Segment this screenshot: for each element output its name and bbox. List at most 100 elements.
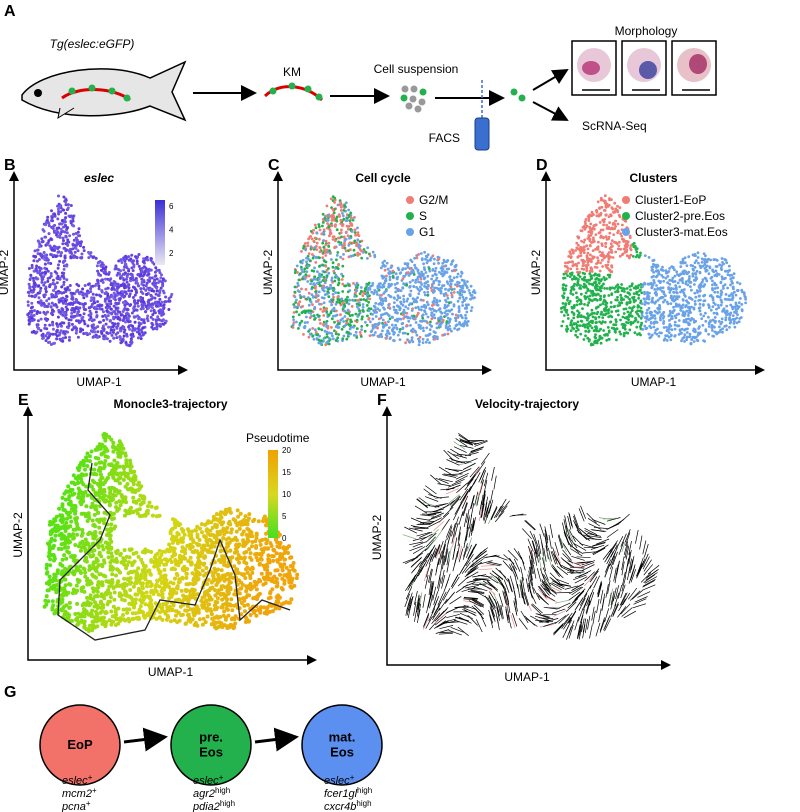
cell-point (419, 277, 423, 281)
cell-point (733, 310, 736, 314)
cell-point (697, 299, 700, 302)
cell-point (68, 234, 72, 238)
cell-point (607, 227, 610, 231)
stage-label: Eos (199, 745, 223, 760)
cell-point (315, 231, 319, 235)
scrna-label: ScRNA-Seq (582, 119, 647, 133)
cell-point (434, 309, 438, 313)
cell-point (322, 314, 326, 317)
cell-point (581, 260, 585, 264)
cell-point (355, 318, 359, 322)
cell-point (692, 268, 695, 272)
cell-point (343, 241, 346, 245)
cell-point (340, 235, 343, 239)
cell-point (321, 224, 324, 228)
cell-point (439, 321, 442, 325)
cell-point (584, 316, 588, 320)
cell-point (160, 273, 163, 277)
cell-point (39, 299, 43, 303)
cell-point (653, 263, 657, 267)
cell-point (579, 284, 582, 288)
cell-point (85, 294, 89, 298)
colorbar-tick: 6 (169, 202, 174, 211)
cell-point (30, 294, 34, 298)
cell-point (337, 333, 340, 336)
cell-point (136, 330, 139, 334)
cell-point (698, 289, 702, 293)
cell-point (613, 329, 617, 333)
suspension-cells (400, 85, 427, 113)
cell-point (721, 310, 724, 313)
cell-point (705, 269, 709, 272)
cell-point (295, 264, 299, 268)
cell-point (355, 243, 358, 247)
cell-point (731, 294, 734, 298)
cell-point (395, 311, 399, 315)
stage-label: Eos (330, 745, 354, 760)
cell-point (310, 279, 314, 283)
cell-point (119, 326, 123, 330)
cell-point (621, 315, 625, 319)
cell-point (604, 213, 608, 217)
cell-point (314, 255, 318, 259)
cell-point (657, 334, 661, 338)
cell-point (402, 317, 405, 320)
cell-point (622, 334, 626, 338)
cell-point (313, 223, 317, 227)
cell-point (356, 299, 360, 302)
cell-point (140, 318, 144, 322)
cell-point (655, 321, 659, 324)
cell-point (574, 333, 577, 337)
cell-point (597, 240, 600, 244)
cell-point (578, 270, 582, 274)
cell-point (387, 303, 391, 307)
cell-point (391, 329, 395, 332)
cell-point (131, 285, 135, 289)
cell-point (59, 232, 63, 236)
cell-point (292, 294, 296, 298)
cell-point (387, 271, 391, 275)
cell-point (437, 261, 440, 265)
cell-point (446, 296, 450, 300)
cell-point (67, 318, 71, 322)
cell-point (348, 289, 352, 292)
facs-tube (474, 117, 490, 151)
cell-point (297, 327, 300, 330)
cell-point (446, 304, 450, 307)
cell-point (599, 261, 602, 265)
cell-point (62, 280, 66, 284)
cell-point (156, 315, 160, 319)
cell-point (345, 230, 348, 234)
cell-point (59, 297, 63, 301)
cell-point (586, 287, 590, 291)
km-label: KM (283, 65, 301, 79)
cell-point (129, 333, 133, 337)
cell-point (65, 226, 69, 230)
cell-point (727, 294, 731, 298)
cell-point (466, 280, 469, 283)
cell-point (83, 292, 87, 296)
cell-point (36, 252, 40, 256)
cell-point (703, 267, 707, 270)
cell-point (313, 317, 317, 321)
cell-point (675, 291, 678, 294)
cell-point (454, 313, 458, 317)
cell-point (45, 327, 49, 331)
cell-point (577, 261, 580, 265)
cell-point (345, 337, 349, 341)
cell-point (431, 274, 435, 278)
cell-point (626, 295, 629, 299)
cell-point (341, 214, 345, 218)
cell-point (81, 315, 85, 319)
cell-point (706, 258, 710, 262)
cell-point (396, 281, 399, 285)
cell-point (132, 265, 136, 269)
cell-point (579, 314, 583, 317)
cell-point (58, 259, 62, 263)
cell-point (121, 301, 125, 304)
cell-point (363, 329, 367, 333)
cell-point (61, 308, 65, 311)
cell-point (692, 340, 696, 343)
cell-point (343, 304, 347, 308)
cell-point (716, 286, 719, 290)
